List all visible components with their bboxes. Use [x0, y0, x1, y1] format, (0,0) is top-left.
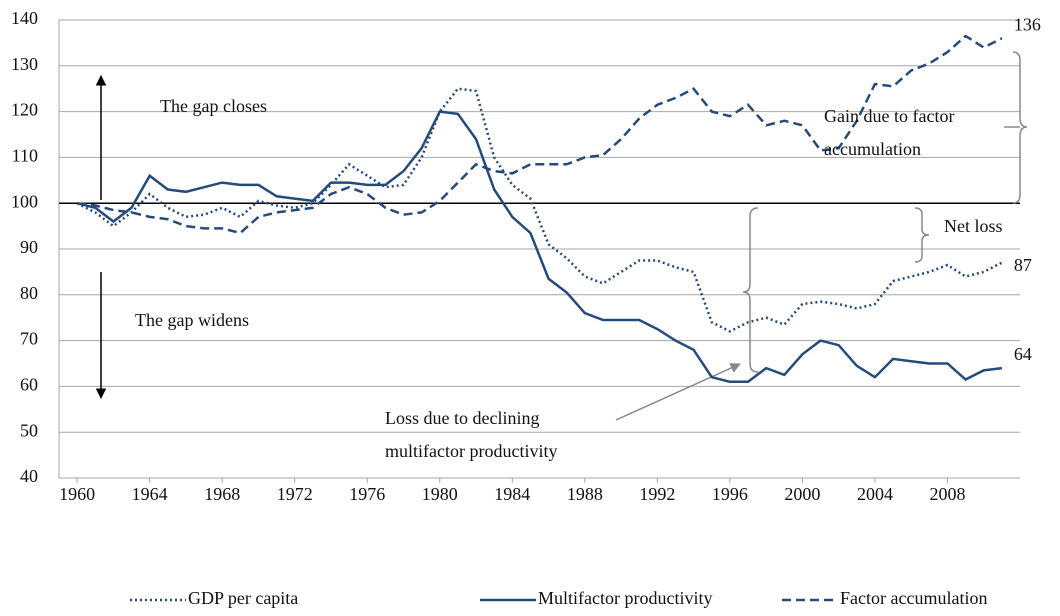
annotation: Net loss [944, 216, 1003, 236]
legend-label: Factor accumulation [840, 588, 987, 608]
x-tick-label: 1996 [712, 484, 748, 504]
legend-label: Multifactor productivity [538, 588, 712, 608]
annotation: The gap widens [135, 310, 249, 330]
end-label: 136 [1014, 14, 1041, 34]
series-line [76, 110, 1003, 384]
x-tick-label: 1984 [494, 484, 530, 504]
brace-net [914, 207, 930, 263]
y-tick-label: 140 [11, 8, 38, 28]
x-tick-label: 1988 [567, 484, 603, 504]
annotation: The gap closes [160, 96, 267, 116]
y-tick-label: 60 [20, 375, 38, 395]
y-tick-label: 100 [11, 191, 38, 211]
x-tick-label: 1980 [422, 484, 458, 504]
x-tick-label: 2008 [929, 484, 965, 504]
end-label: 87 [1014, 255, 1032, 275]
x-tick-label: 1992 [639, 484, 675, 504]
brace-loss [742, 207, 759, 373]
brace-gain [1012, 51, 1028, 204]
y-tick-label: 50 [20, 420, 38, 440]
annotation: Gain due to factor [824, 106, 954, 126]
x-tick-label: 2004 [857, 484, 893, 504]
end-label: 64 [1014, 344, 1032, 364]
y-tick-label: 70 [20, 329, 38, 349]
x-tick-label: 2000 [784, 484, 820, 504]
series-line [76, 34, 1003, 235]
pointer-arrow [615, 363, 741, 421]
x-tick-label: 1968 [204, 484, 240, 504]
x-tick-label: 1964 [132, 484, 168, 504]
y-tick-label: 130 [11, 54, 38, 74]
y-tick-label: 90 [20, 237, 38, 257]
x-tick-label: 1960 [59, 484, 95, 504]
y-tick-label: 40 [20, 466, 38, 486]
annotation: accumulation [824, 139, 921, 159]
x-tick-label: 1972 [277, 484, 313, 504]
y-tick-label: 80 [20, 283, 38, 303]
grid-layer: 40 50 60 70 80 90 100 110 120 130 140 1960 1964 1968 1… [11, 8, 1020, 504]
annotation: Loss due to declining [385, 408, 539, 428]
series-line [76, 87, 1003, 333]
annotation: multifactor productivity [385, 441, 557, 461]
y-tick-label: 120 [11, 100, 38, 120]
legend-label: GDP per capita [188, 588, 298, 608]
y-tick-label: 110 [12, 146, 38, 166]
x-tick-label: 1976 [349, 484, 385, 504]
